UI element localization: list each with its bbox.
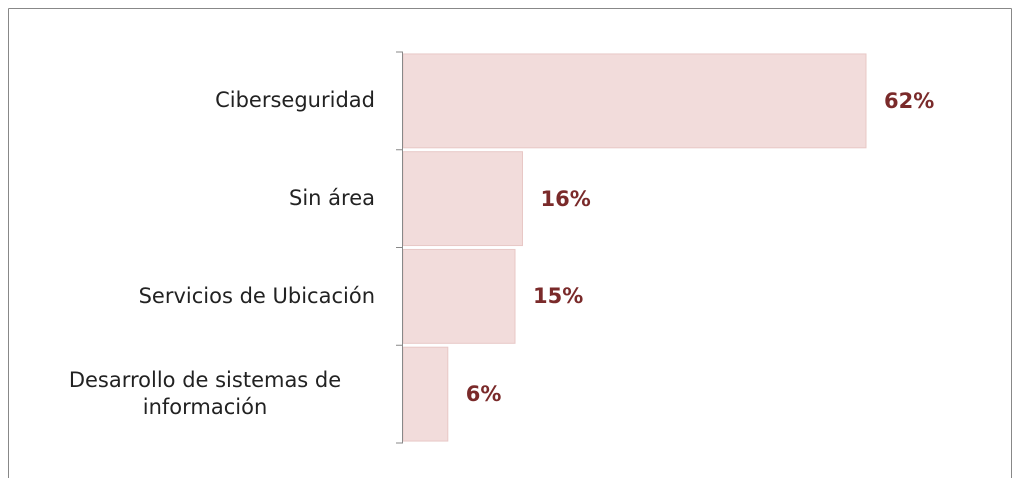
bar bbox=[402, 248, 516, 344]
category-label-box: Ciberseguridad bbox=[10, 52, 375, 150]
category-label-box: Sin área bbox=[10, 150, 375, 248]
value-label: 6% bbox=[465, 382, 502, 407]
bar bbox=[402, 53, 867, 149]
value-label: 16% bbox=[540, 186, 591, 211]
bar bbox=[402, 346, 449, 442]
value-label: 15% bbox=[533, 284, 584, 309]
category-label-box: Desarrollo de sistemas de información bbox=[10, 345, 375, 443]
category-label: Sin área bbox=[289, 185, 375, 210]
category-label: Ciberseguridad bbox=[215, 88, 375, 113]
category-label: Desarrollo de sistemas de información bbox=[68, 367, 342, 420]
value-label: 62% bbox=[884, 88, 935, 113]
category-label: Servicios de Ubicación bbox=[138, 283, 375, 308]
category-label-box: Servicios de Ubicación bbox=[10, 248, 375, 346]
bar bbox=[402, 151, 523, 247]
